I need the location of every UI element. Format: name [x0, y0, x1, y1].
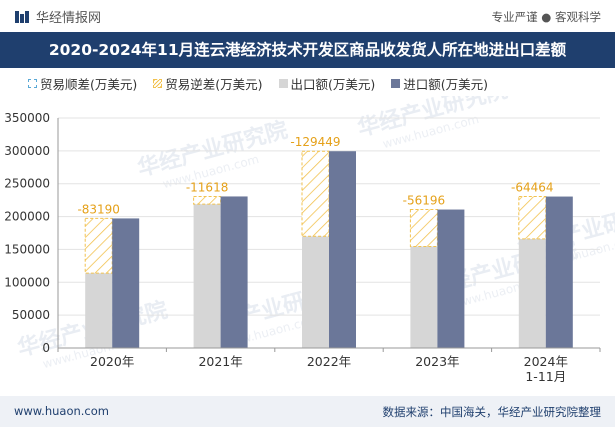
- legend-label-deficit: 贸易逆差(万美元): [165, 77, 263, 92]
- x-tick-label: 1-11月: [525, 369, 566, 384]
- deficit-bar: [84, 217, 113, 274]
- x-tick-label: 2024年: [524, 354, 568, 369]
- footer-source: 数据来源：中国海关，华经产业研究院整理: [382, 405, 602, 419]
- data-labels-layer: -83190 -11618 -129449 -56196 -64464: [77, 135, 553, 216]
- balance-data-label: -83190: [77, 202, 120, 216]
- export-bar: [518, 238, 546, 348]
- y-tick-label: 350000: [4, 111, 50, 125]
- y-tick-label: 100000: [4, 275, 50, 289]
- legend-swatch-export: [278, 79, 288, 88]
- legend-item-surplus: 贸易顺差(万美元): [28, 74, 137, 93]
- y-tick-label: 50000: [12, 308, 50, 322]
- balance-data-label: -64464: [511, 181, 554, 195]
- x-tick-label: 2020年: [90, 354, 134, 369]
- balance-data-label: -129449: [290, 135, 340, 149]
- legend-item-deficit: 贸易逆差(万美元): [153, 74, 263, 93]
- brand[interactable]: 华经情报网: [14, 7, 101, 26]
- bars-layer: [84, 150, 573, 348]
- chart-legend: 贸易顺差(万美元) 贸易逆差(万美元) 出口额(万美元) 进口额(万美元): [28, 74, 504, 93]
- top-bar: 华经情报网 专业严谨 ● 客观科学: [0, 0, 615, 32]
- chart-title: 2020-2024年11月连云港经济技术开发区商品收发货人所在地进出口差额: [0, 32, 615, 68]
- import-bar: [112, 218, 140, 348]
- y-tick-label: 250000: [4, 177, 50, 191]
- deficit-bar: [409, 209, 438, 247]
- import-bar: [220, 196, 248, 348]
- export-bar: [85, 273, 113, 348]
- import-bar: [437, 209, 465, 348]
- legend-swatch-surplus: [28, 79, 37, 88]
- footer: www.huaon.com 数据来源：中国海关，华经产业研究院整理: [0, 396, 615, 427]
- deficit-bar: [193, 195, 222, 205]
- y-axis: 0 50000 100000 150000 200000 250000 300000 3500…: [4, 111, 59, 355]
- tagline: 专业严谨 ● 客观科学: [491, 10, 601, 24]
- brand-logo-icon: [15, 10, 29, 23]
- brand-name: 华经情报网: [36, 11, 102, 26]
- x-axis: 2020年 2021年 2022年 2023年 2024年1-11月: [57, 347, 601, 384]
- import-bar: [329, 151, 356, 348]
- y-tick-label: 200000: [4, 210, 50, 224]
- legend-label-import: 进口额(万美元): [403, 77, 489, 92]
- legend-label-surplus: 贸易顺差(万美元): [40, 77, 138, 92]
- deficit-bar: [518, 196, 547, 240]
- export-bar: [410, 246, 438, 348]
- x-tick-label: 2023年: [415, 354, 459, 369]
- export-bar: [193, 204, 221, 348]
- legend-swatch-deficit: [153, 79, 163, 88]
- deficit-bar: [301, 150, 330, 237]
- legend-swatch-import: [391, 79, 401, 88]
- balance-data-label: -11618: [186, 180, 229, 194]
- y-tick-label: 0: [42, 341, 50, 355]
- x-tick-label: 2022年: [307, 354, 351, 369]
- footer-website[interactable]: www.huaon.com: [14, 404, 109, 418]
- x-tick-label: 2021年: [198, 354, 242, 369]
- y-tick-label: 150000: [4, 242, 50, 256]
- export-bar: [302, 236, 329, 348]
- legend-item-export: 出口额(万美元): [278, 74, 376, 93]
- balance-data-label: -56196: [403, 194, 446, 208]
- y-tick-label: 300000: [4, 144, 50, 158]
- import-bar: [545, 196, 573, 348]
- legend-label-export: 出口额(万美元): [290, 77, 376, 92]
- chart-area: 华经产业研究院www.huaon.com华经产业研究院www.huaon.com…: [4, 96, 615, 384]
- legend-item-import: 进口额(万美元): [391, 74, 488, 93]
